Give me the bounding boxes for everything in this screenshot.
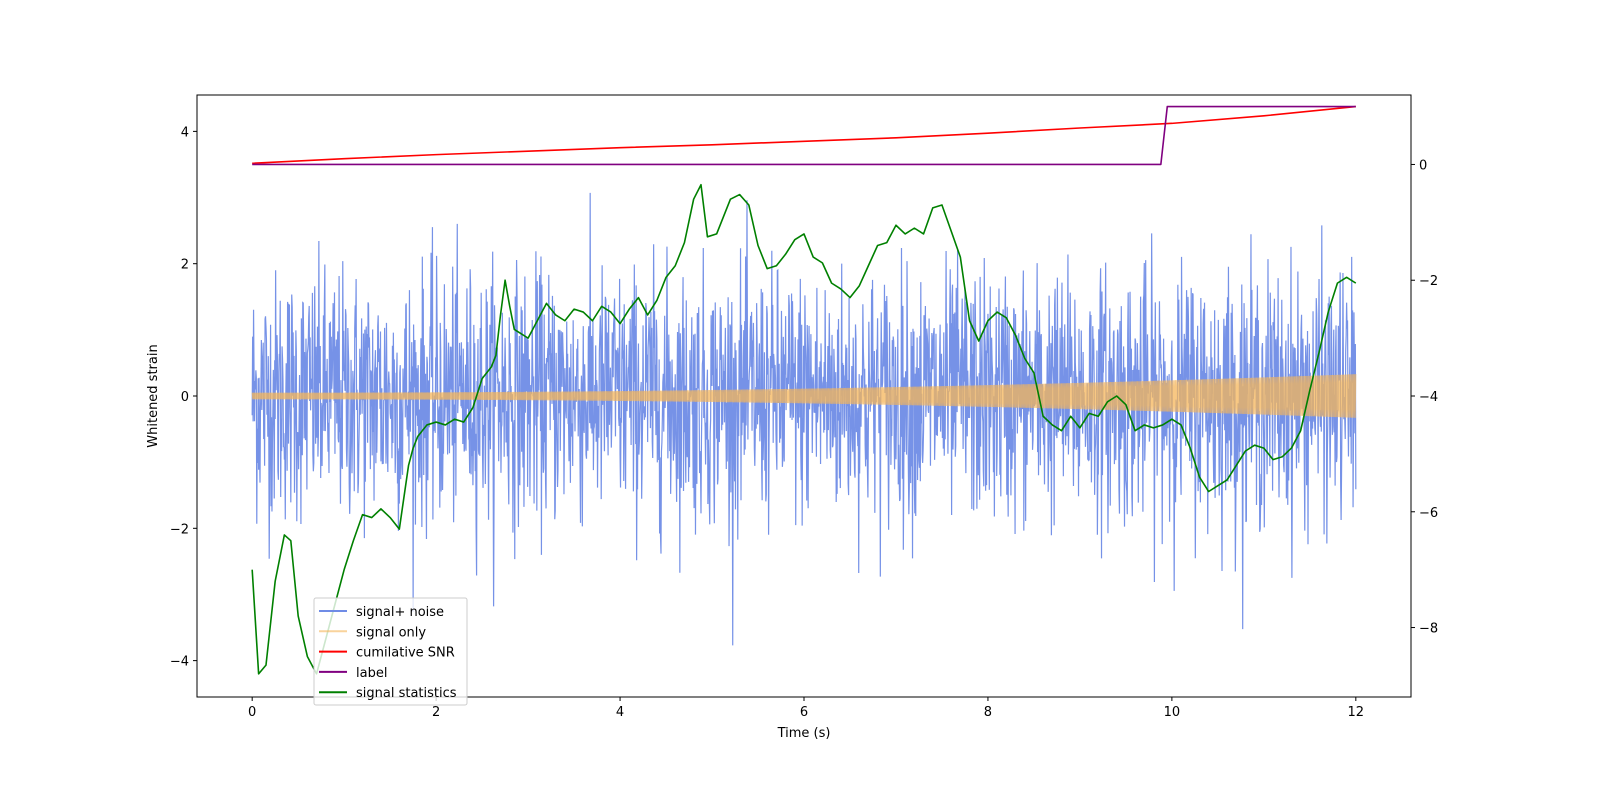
signal-noise-line (251, 192, 1357, 646)
y2-tick-label: 0 (1419, 158, 1427, 173)
y2-tick-label: −6 (1419, 506, 1438, 521)
legend-entry: signal only (319, 625, 426, 640)
legend-box (313, 597, 468, 706)
legend-label: label (356, 666, 387, 681)
y2-tick-label: −8 (1419, 622, 1438, 637)
legend-label: cumilative SNR (356, 646, 455, 661)
x-tick-label: 6 (800, 705, 808, 720)
legend-entry: label (319, 666, 387, 681)
y-tick-label: −4 (170, 655, 189, 670)
legend-label: signal+ noise (356, 605, 444, 620)
signal-only-series (251, 374, 1357, 418)
x-tick-label: 8 (984, 705, 992, 720)
y-tick-label: 2 (181, 258, 189, 273)
legend-entry: signal+ noise (319, 605, 444, 620)
signal-noise-series (251, 192, 1357, 646)
cumilative-snr-line (252, 105, 1356, 165)
signal-statistics-line (251, 183, 1357, 675)
y-axis-label: Whitened strain (146, 344, 161, 447)
x-tick-label: 4 (616, 705, 624, 720)
x-tick-label: 10 (1164, 705, 1181, 720)
axis-ticks: 0 2 4 6 8 10 12 −4 −2 0 2 4 −8 −6 −4 −2 0 (170, 125, 1438, 720)
legend-label: signal only (356, 625, 426, 640)
legend: signal+ noise signal only cumilative SNR la… (313, 597, 468, 706)
x-tick-label: 0 (248, 705, 256, 720)
y-tick-label: 0 (181, 390, 189, 405)
x-tick-label: 2 (432, 705, 440, 720)
y2-tick-label: −4 (1419, 390, 1438, 405)
x-axis-label: Time (s) (777, 726, 831, 741)
line-series-layer (251, 105, 1357, 675)
legend-entry: cumilative SNR (319, 646, 455, 661)
legend-entry: signal statistics (319, 686, 457, 701)
y2-tick-label: −2 (1419, 274, 1438, 289)
signal-only-line (251, 374, 1357, 418)
label-line (252, 105, 1356, 166)
legend-label: signal statistics (356, 686, 457, 701)
x-tick-label: 12 (1348, 705, 1365, 720)
y-tick-label: 4 (181, 125, 189, 140)
y-tick-label: −2 (170, 522, 189, 537)
